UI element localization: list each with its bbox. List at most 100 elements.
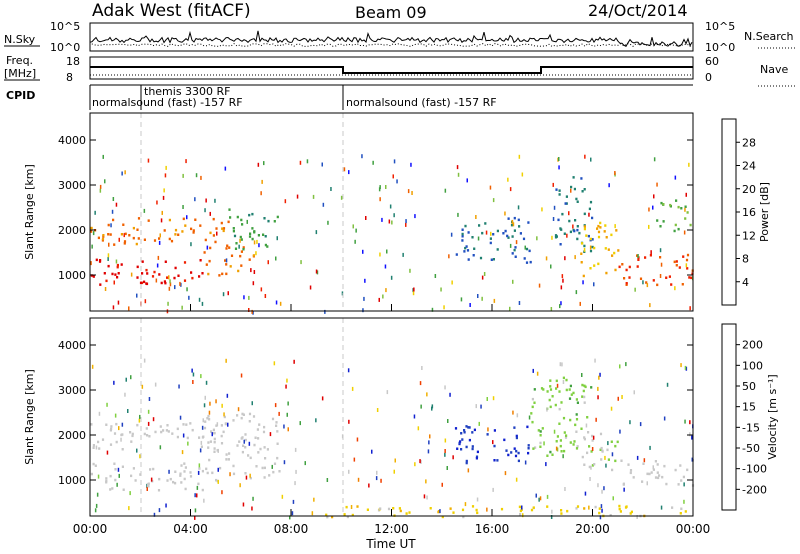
data-cell: [203, 251, 206, 254]
data-cell: [471, 447, 474, 451]
data-cell: [232, 464, 235, 468]
noise-cell: [123, 233, 125, 238]
noise-cell: [560, 285, 563, 290]
noise-cell: [420, 459, 422, 464]
noise-cell: [147, 158, 150, 163]
noise-cell: [347, 368, 350, 373]
data-cell: [532, 447, 535, 450]
data-cell: [209, 231, 212, 235]
noise-cell: [246, 219, 248, 224]
noise-cell: [279, 301, 282, 306]
data-cell: [459, 440, 462, 443]
data-cell: [170, 239, 174, 243]
noise-cell: [107, 257, 109, 261]
data-cell: [665, 276, 668, 279]
noise-cell: [659, 274, 662, 278]
noise-cell: [410, 162, 412, 167]
data-cell: [121, 448, 124, 451]
data-cell: [90, 226, 93, 230]
noise-cell: [379, 197, 381, 202]
noise-cell: [393, 213, 395, 218]
data-cell: [549, 388, 553, 391]
noise-cell: [585, 423, 588, 428]
data-cell: [582, 389, 585, 393]
data-cell: [148, 435, 151, 438]
data-cell: [677, 227, 680, 231]
data-cell: [210, 430, 213, 433]
noise-cell: [130, 272, 133, 277]
noise-cell: [512, 279, 514, 284]
noise-cell: [326, 478, 329, 482]
noise-cell: [521, 505, 523, 510]
data-cell: [513, 248, 516, 252]
data-cell: [471, 505, 475, 508]
data-cell: [625, 283, 628, 286]
noise-cell: [689, 432, 691, 437]
data-cell: [198, 436, 201, 439]
velocity-cells: [90, 358, 695, 520]
noise-cell: [570, 188, 572, 193]
noise-cell: [94, 508, 97, 513]
noise-cell: [584, 154, 586, 159]
data-cell: [454, 427, 458, 430]
data-cell: [559, 243, 562, 246]
data-cell: [256, 428, 259, 431]
data-cell: [565, 388, 568, 392]
data-cell: [253, 443, 256, 447]
data-cell: [568, 388, 571, 391]
noise-cell: [545, 462, 547, 467]
data-cell: [224, 422, 227, 426]
data-cell: [618, 265, 621, 269]
noise-cell: [315, 269, 318, 274]
data-cell: [587, 431, 590, 434]
data-cell: [557, 218, 560, 222]
data-cell: [192, 229, 195, 232]
data-cell: [176, 427, 179, 431]
data-cell: [190, 227, 193, 231]
data-cell: [475, 457, 478, 460]
data-cell: [129, 431, 132, 434]
data-cell: [199, 224, 202, 227]
noise-cell: [216, 422, 219, 427]
data-cell: [186, 436, 189, 440]
noise-cell: [558, 165, 560, 170]
data-cell: [465, 425, 468, 428]
noise-cell: [113, 280, 115, 285]
data-cell: [652, 279, 655, 282]
noise-cell: [588, 212, 590, 217]
noise-cell: [169, 279, 171, 284]
data-cell: [220, 221, 223, 225]
data-cell: [630, 510, 633, 514]
data-cell: [244, 438, 247, 442]
data-cell: [408, 511, 411, 514]
data-cell: [467, 258, 470, 261]
data-cell: [90, 230, 93, 233]
data-cell: [259, 447, 262, 451]
data-cell: [262, 233, 265, 236]
data-cell: [166, 479, 169, 482]
data-cell: [219, 466, 222, 470]
data-cell: [98, 260, 102, 263]
data-cell: [226, 244, 229, 247]
data-cell: [254, 436, 257, 439]
data-cell: [558, 422, 561, 425]
data-cell: [558, 390, 561, 393]
noise-cell: [625, 362, 627, 367]
noise-cell: [90, 261, 92, 266]
data-cell: [166, 424, 169, 427]
data-cell: [240, 264, 243, 267]
data-cell: [171, 432, 174, 435]
noise-cell: [111, 209, 114, 214]
noise-cell: [365, 216, 367, 220]
noise-cell: [481, 275, 484, 280]
noise-cell: [589, 477, 591, 481]
noise-cell: [352, 224, 354, 229]
noise-cell: [509, 243, 512, 248]
data-cell: [597, 224, 600, 228]
noise-cell: [380, 478, 382, 483]
noise-cell: [552, 217, 555, 221]
noise-cell: [538, 497, 540, 502]
noise-cell: [375, 476, 378, 481]
data-cell: [143, 432, 146, 436]
data-cell: [107, 233, 110, 236]
